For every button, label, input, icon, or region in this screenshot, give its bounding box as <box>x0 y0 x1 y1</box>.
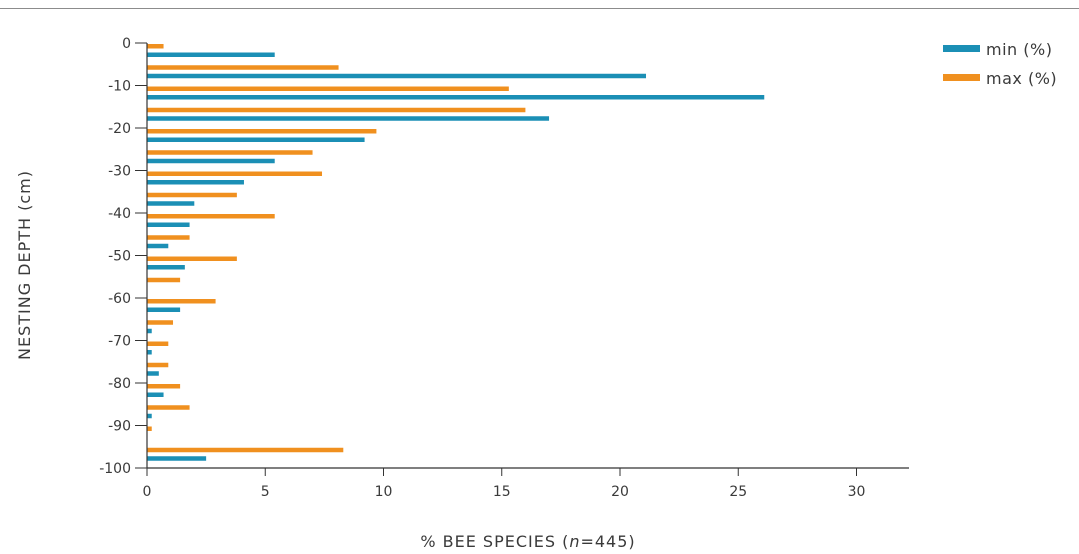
top-rule <box>0 8 1079 9</box>
bar-min-35 <box>147 201 195 206</box>
x-tick-label: 20 <box>611 484 629 500</box>
bar-max-10 <box>147 86 509 91</box>
bar-max-65 <box>147 320 174 325</box>
bar-min-45 <box>147 243 169 249</box>
bar-min-30 <box>147 180 244 185</box>
bar-min-80 <box>147 392 164 397</box>
y-tick-label: -100 <box>99 461 131 477</box>
bar-max-50 <box>147 256 237 261</box>
bar-min-70 <box>147 350 152 355</box>
x-tick-label: 15 <box>493 484 511 500</box>
bar-min-60 <box>147 307 181 312</box>
bar-max-30 <box>147 171 323 176</box>
bar-max-5 <box>147 65 339 70</box>
bar-max-60 <box>147 299 216 304</box>
bar-max-20 <box>147 129 377 134</box>
legend-swatch-max <box>943 74 980 81</box>
bar-max-25 <box>147 150 313 155</box>
bar-min-25 <box>147 158 275 164</box>
bar-min-50 <box>147 265 185 270</box>
bar-min-5 <box>147 73 647 79</box>
bar-min-65 <box>147 328 152 334</box>
x-tick-label: 25 <box>729 484 747 500</box>
bars-layer <box>147 44 765 461</box>
bar-max-55 <box>147 277 181 283</box>
bar-min-10 <box>147 95 765 100</box>
y-tick-label: -30 <box>108 164 131 180</box>
bar-max-70 <box>147 341 169 346</box>
bar-min-85 <box>147 413 152 419</box>
y-tick-label: -50 <box>108 249 131 265</box>
y-tick-label: -20 <box>108 121 131 137</box>
x-tick-label: 5 <box>261 484 270 500</box>
legend-label-min: min (%) <box>986 40 1052 59</box>
y-tick-label: -90 <box>108 419 131 435</box>
bar-min-95 <box>147 456 207 461</box>
bar-max-95 <box>147 447 344 453</box>
y-tick-label: -10 <box>108 79 131 95</box>
bar-max-35 <box>147 192 237 198</box>
bar-max-80 <box>147 384 181 389</box>
bar-max-90 <box>147 426 152 431</box>
x-tick-label: 0 <box>143 484 152 500</box>
y-tick-label: -80 <box>108 376 131 392</box>
bar-max-45 <box>147 235 190 240</box>
bar-max-85 <box>147 405 190 410</box>
bar-min-20 <box>147 137 365 142</box>
bar-max-75 <box>147 362 169 368</box>
x-tick-label: 10 <box>375 484 393 500</box>
y-tick-label: 0 <box>122 36 131 52</box>
legend-label-max: max (%) <box>986 69 1057 88</box>
bar-max-0 <box>147 44 164 49</box>
bar-min-40 <box>147 222 190 227</box>
y-tick-label: -60 <box>108 291 131 307</box>
bar-min-75 <box>147 371 159 376</box>
x-tick-label: 30 <box>848 484 866 500</box>
bar-min-0 <box>147 52 275 57</box>
y-tick-label: -70 <box>108 334 131 350</box>
y-axis-label: NESTING DEPTH (cm) <box>15 170 34 360</box>
y-tick-label: -40 <box>108 206 131 222</box>
bar-min-15 <box>147 116 550 121</box>
legend: min (%) max (%) <box>943 40 1057 88</box>
bar-max-15 <box>147 107 526 113</box>
bar-max-40 <box>147 214 275 219</box>
x-axis-label: % BEE SPECIES (n=445) <box>420 532 635 551</box>
axes-layer: 0 -10 -20 -30 -40 -50 -60 -70 -80 -90 -100 0 5 10 15 20… <box>99 36 909 500</box>
legend-swatch-min <box>943 45 980 52</box>
